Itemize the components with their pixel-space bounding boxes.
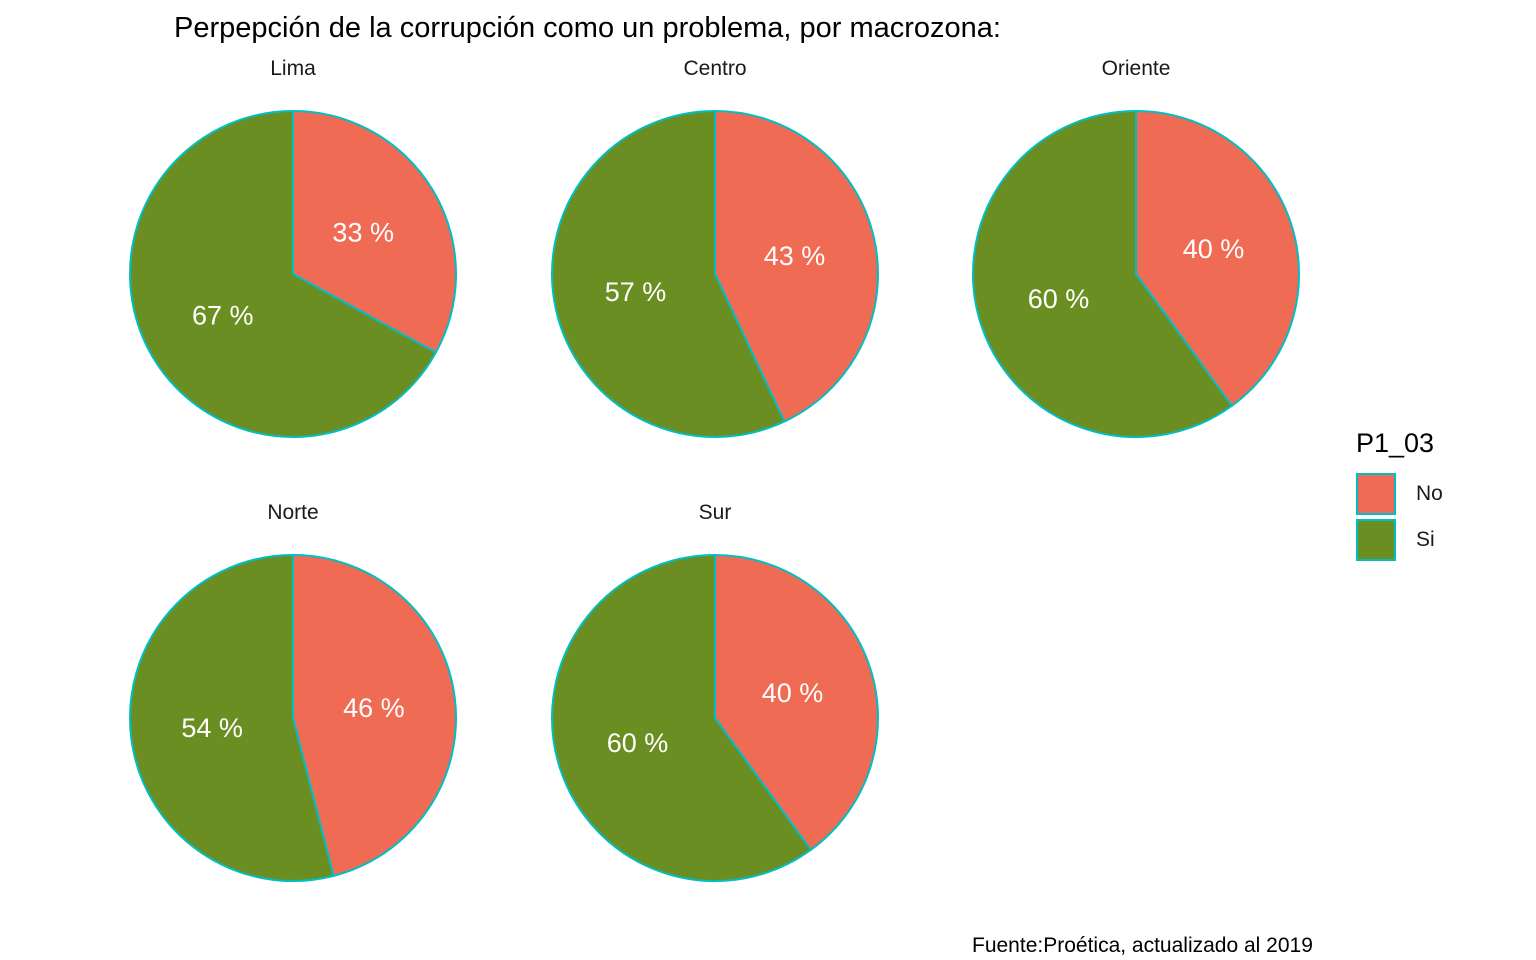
legend-item-no: No (1356, 471, 1443, 517)
data-label-sur-si: 60 % (607, 728, 669, 758)
facet-label-centro: Centro (683, 57, 746, 80)
pie-slice-oriente-no (1135, 110, 1300, 407)
legend: P1_03 No Si (1356, 428, 1443, 563)
facet-label-sur: Sur (699, 501, 732, 524)
data-label-centro-no: 43 % (764, 241, 826, 271)
data-label-norte-no: 46 % (343, 693, 405, 723)
pie-slice-lima-no (292, 110, 457, 354)
legend-key-no (1356, 473, 1396, 515)
data-label-lima-no: 33 % (332, 218, 394, 248)
legend-key-si (1356, 519, 1396, 561)
pie-slice-centro-no (714, 110, 879, 423)
data-label-sur-no: 40 % (762, 678, 824, 708)
pie-sur: Sur 40 % 60 % (551, 501, 879, 882)
pie-norte: Norte 46 % 54 % (129, 501, 457, 882)
data-label-centro-si: 57 % (605, 277, 667, 307)
caption: Fuente:Proética, actualizado al 2019 (972, 934, 1313, 957)
pie-oriente: Oriente 40 % 60 % (972, 57, 1300, 438)
data-label-oriente-si: 60 % (1028, 284, 1090, 314)
pie-lima: Lima 33 % 67 % (129, 57, 457, 438)
facet-label-lima: Lima (270, 57, 316, 80)
data-label-norte-si: 54 % (181, 713, 243, 743)
pie-slice-sur-no (714, 554, 879, 851)
pie-slice-norte-si (129, 554, 335, 882)
pie-slice-lima-si (129, 110, 437, 438)
data-label-oriente-no: 40 % (1183, 234, 1245, 264)
pie-slice-centro-si (551, 110, 786, 438)
legend-label-si: Si (1416, 528, 1435, 551)
chart-title: Perpepción de la corrupción como un prob… (174, 12, 1001, 44)
legend-label-no: No (1416, 482, 1443, 505)
legend-title: P1_03 (1356, 428, 1435, 458)
legend-item-si: Si (1356, 517, 1443, 563)
pie-centro: Centro 43 % 57 % (551, 57, 879, 438)
data-label-lima-si: 67 % (192, 301, 254, 331)
facet-label-oriente: Oriente (1102, 57, 1171, 80)
facet-label-norte: Norte (267, 501, 318, 524)
pie-slice-oriente-si (972, 110, 1233, 438)
pie-slice-sur-si (551, 554, 812, 882)
pie-slice-norte-no (292, 554, 457, 877)
